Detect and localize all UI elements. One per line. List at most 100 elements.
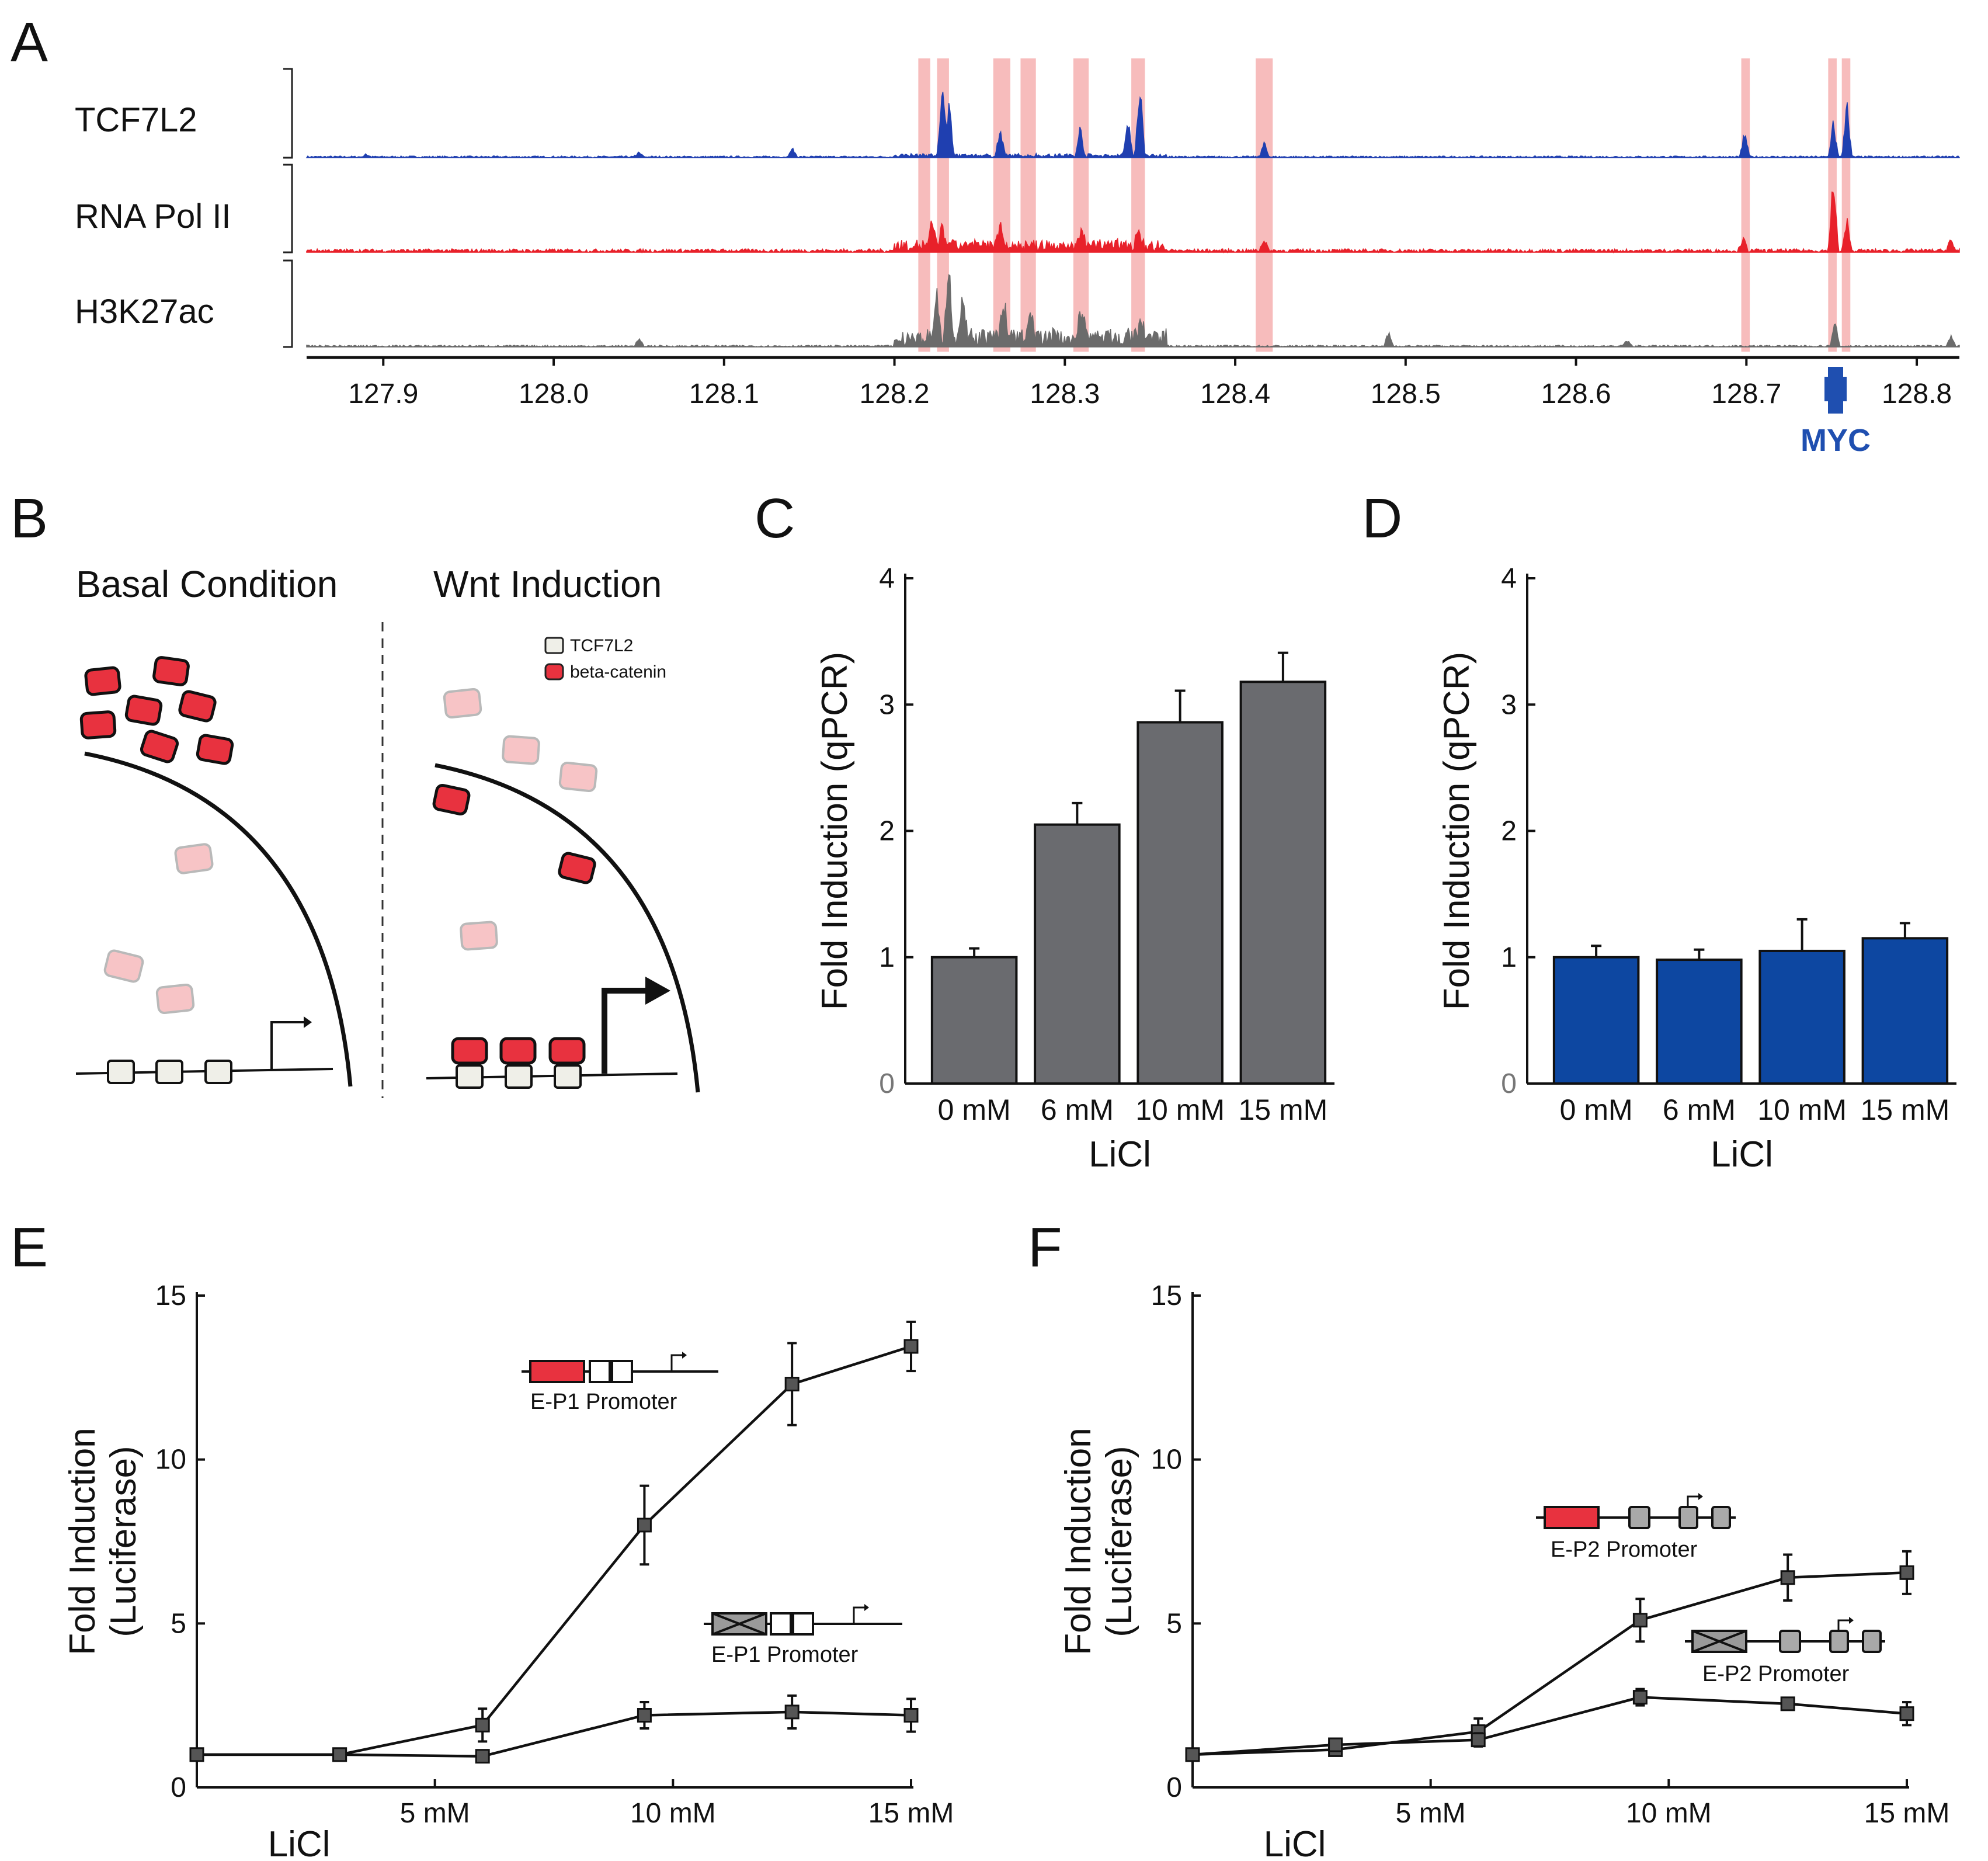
panel-letter-f: F [1028,1216,1062,1279]
highlight-region [1256,58,1273,352]
data-point [784,1377,800,1392]
series-line [1192,1571,1907,1756]
x-axis-title: LiCl [268,1824,331,1861]
category-label: 0 mM [938,1093,1011,1126]
basal-tss-arrow [270,1021,304,1069]
genome-axis-tick-label: 128.2 [859,379,929,409]
bar [1758,949,1845,1085]
genome-axis-tick-label: 128.1 [689,379,759,409]
data-point [1185,1747,1200,1762]
data-point [475,1749,490,1764]
wnt-bound-beta-catenin [451,1037,586,1065]
y-tick-label: 15 [1151,1280,1182,1311]
y-axis-title-line1: Fold Induction [1058,1428,1099,1655]
y-tick-label: 3 [879,689,895,720]
signal-track-1 [306,191,1960,254]
highlight-regions [918,58,1851,352]
series-line [197,1710,912,1758]
wnt-membrane-curve [435,763,700,1093]
basal-membrane-curve [84,751,353,1087]
genome-axis-tick-label: 128.8 [1882,379,1952,409]
signal-track-2 [306,274,1960,348]
bar [1239,680,1327,1085]
highlight-region [918,58,930,352]
wnt-induction-title: Wnt Induction [433,563,662,605]
wnt-tss-arrowhead [645,977,670,1005]
track-label-h3k27ac: H3K27ac [75,293,214,331]
genome-axis-tick-label: 128.6 [1541,379,1611,409]
data-point [1471,1732,1486,1748]
data-point [1899,1706,1914,1721]
panel-b-schematic: Basal Condition Wnt Induction TCF7L2 bet… [75,563,700,1098]
genome-axis-tick-label: 128.3 [1030,379,1100,409]
panel-letter-c: C [755,487,795,550]
panel-letter-d: D [1362,487,1402,550]
data-point [903,1708,919,1723]
y-tick-label: 1 [1501,942,1517,973]
enhancer-box [1544,1506,1600,1529]
data-point [1632,1613,1648,1628]
x-tick-label: 10 mM [1626,1798,1712,1829]
bar [1137,721,1224,1085]
legend-beta-catenin-swatch [544,663,564,680]
wnt-faded-beta-catenin [443,688,598,951]
basal-condition-title: Basal Condition [76,563,338,605]
data-point [1632,1690,1648,1705]
legend-tcf7l2-swatch [544,637,564,654]
data-point [1780,1570,1795,1585]
enhancer-box [529,1360,585,1383]
myc-gene-label: MYC [1801,423,1871,458]
y-tick-label: 2 [1501,816,1517,847]
panel-f-line-chart: 0 5 10 15 5 mM 10 mM 15 mM LiCl Fold Induction (L… [1058,1280,1949,1861]
legend-beta-catenin-label: beta-catenin [570,662,666,682]
wnt-tss-arrow [602,988,651,1074]
y-axis-title-line1: Fold Induction [62,1428,103,1655]
y-tick-label: 1 [879,942,895,973]
signal-tracks [305,92,1960,348]
wnt-tcf7l2-boxes [456,1064,582,1089]
category-label: 15 mM [1238,1093,1327,1126]
y-axis-title: Fold Induction (qPCR) [815,652,855,1010]
construct-e-p2-label-deleted: E-P2 Promoter [1702,1662,1850,1686]
x-axis-title: LiCl [1264,1824,1326,1861]
y-tick-label: 15 [155,1280,186,1311]
construct-e-p2-active: E-P2 Promoter [1536,1493,1736,1562]
construct-e-p2-deleted: E-P2 Promoter [1685,1617,1885,1686]
construct-e-p1-label-deleted: E-P1 Promoter [711,1643,859,1667]
construct-e-p2-label-active: E-P2 Promoter [1551,1537,1698,1562]
legend-tcf7l2-label: TCF7L2 [570,636,633,655]
category-label: 6 mM [1663,1093,1736,1126]
panel-e-line-chart: 0 5 10 15 5 mM 10 mM 15 mM LiCl Fold Induction (L… [62,1280,954,1861]
data-point [475,1717,490,1732]
y-axis-title-line2: (Luciferase) [103,1446,144,1637]
x-tick-label: 15 mM [1864,1798,1950,1829]
highlight-region [1841,58,1851,352]
series-line [1192,1696,1907,1756]
genome-axis-tick-label: 128.5 [1371,379,1441,409]
category-label: 15 mM [1860,1093,1949,1126]
y-tick-label: 5 [1166,1608,1182,1639]
x-tick-label: 5 mM [1396,1798,1466,1829]
genome-axis-tick-label: 128.0 [519,379,589,409]
panel-letter-a: A [11,11,48,74]
genome-axis-ticks: 127.9 128.0 128.1 128.2 128.3 128.4 128.5 128.6… [348,357,1952,409]
panel-d-bar-chart: 0 1 2 3 4 0 mM 6 mM 10 mM 15 mM LiCl Fold Inductio… [1437,563,1956,1175]
data-point [1899,1565,1914,1580]
construct-e-p1-deleted: E-P1 Promoter [704,1604,902,1667]
highlight-region [1073,58,1089,352]
y-tick-label: 4 [879,563,895,594]
panel-letter-e: E [11,1216,48,1279]
construct-e-p1-label-active: E-P1 Promoter [530,1390,677,1414]
y-tick-label: 0 [171,1772,186,1803]
y-tick-label: 0 [1501,1068,1517,1099]
bar [1861,937,1949,1085]
bar [930,956,1018,1085]
y-tick-label: 0 [879,1068,895,1099]
y-tick-label: 10 [155,1445,186,1475]
data-point [637,1518,652,1533]
bar [1552,956,1640,1085]
wnt-beta-catenin-nuclear [432,783,596,884]
y-tick-label: 4 [1501,563,1517,594]
genome-axis-tick-label: 128.7 [1711,379,1781,409]
signal-track-0 [305,92,1960,159]
